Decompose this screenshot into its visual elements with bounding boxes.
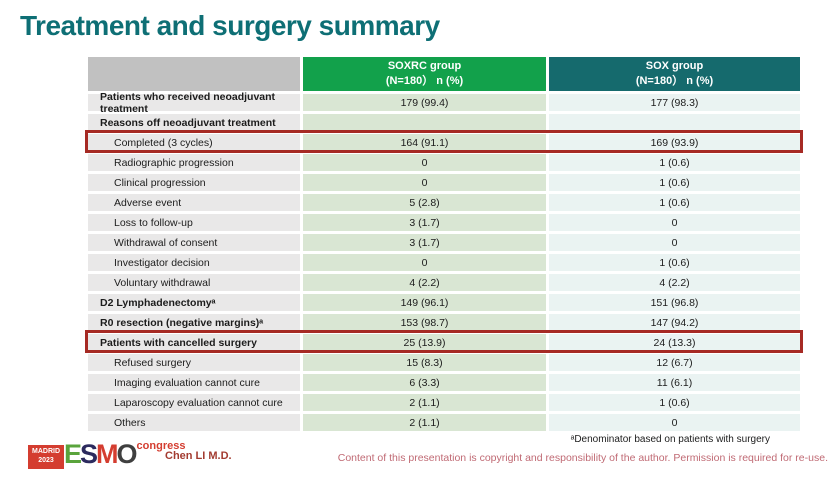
author-name: Chen LI M.D. xyxy=(165,450,232,462)
table-row: D2 Lymphadenectomyᵃ 149 (96.1) 151 (96.8) xyxy=(88,294,800,311)
header-soxrc-group: SOXRC group (N=180） n (%) xyxy=(303,57,546,91)
soxrc-value: 2 (1.1) xyxy=(303,414,546,431)
soxrc-value: 179 (99.4) xyxy=(303,94,546,111)
sox-value: 4 (2.2) xyxy=(549,274,800,291)
row-label: Reasons off neoadjuvant treatment xyxy=(88,114,300,131)
esmo-letter: S xyxy=(80,439,98,469)
table-row: Patients with cancelled surgery 25 (13.9)… xyxy=(85,330,803,353)
treatment-surgery-table: SOXRC group (N=180） n (%) SOX group (N=1… xyxy=(85,57,803,434)
soxrc-value xyxy=(303,114,546,131)
header-sox-group: SOX group (N=180） n (%) xyxy=(549,57,800,91)
table-row: Loss to follow-up 3 (1.7) 0 xyxy=(88,214,800,231)
denominator-footnote: ᵃDenominator based on patients with surg… xyxy=(570,434,770,445)
soxrc-value: 25 (13.9) xyxy=(303,334,546,351)
table-row: Adverse event 5 (2.8) 1 (0.6) xyxy=(88,194,800,211)
table-row: Completed (3 cycles) 164 (91.1) 169 (93.9) xyxy=(85,130,803,153)
row-label: Loss to follow-up xyxy=(88,214,300,231)
sox-value: 151 (96.8) xyxy=(549,294,800,311)
table-row: Laparoscopy evaluation cannot cure 2 (1.1… xyxy=(88,394,800,411)
soxrc-value: 15 (8.3) xyxy=(303,354,546,371)
badge-city: MADRID xyxy=(32,448,60,455)
page-title: Treatment and surgery summary xyxy=(20,10,440,41)
copyright-notice: Content of this presentation is copyrigh… xyxy=(337,452,828,464)
table-row: Clinical progression 0 1 (0.6) xyxy=(88,174,800,191)
table-row: Withdrawal of consent 3 (1.7) 0 xyxy=(88,234,800,251)
sox-value: 24 (13.3) xyxy=(549,334,800,351)
table-row: Investigator decision 0 1 (0.6) xyxy=(88,254,800,271)
esmo-letter: O xyxy=(116,439,138,469)
sox-value: 1 (0.6) xyxy=(549,154,800,171)
table-body: Patients who received neoadjuvant treatm… xyxy=(85,91,803,431)
congress-label: congress xyxy=(136,440,186,452)
sox-value xyxy=(549,114,800,131)
table-header-row: SOXRC group (N=180） n (%) SOX group (N=1… xyxy=(88,57,800,91)
soxrc-value: 0 xyxy=(303,154,546,171)
sox-value: 0 xyxy=(549,414,800,431)
row-label: Refused surgery xyxy=(88,354,300,371)
table-row: Voluntary withdrawal 4 (2.2) 4 (2.2) xyxy=(88,274,800,291)
sox-value: 169 (93.9) xyxy=(549,134,800,151)
sox-value: 1 (0.6) xyxy=(549,194,800,211)
table-row: Others 2 (1.1) 0 xyxy=(88,414,800,431)
row-label: Adverse event xyxy=(88,194,300,211)
row-label: Clinical progression xyxy=(88,174,300,191)
soxrc-value: 3 (1.7) xyxy=(303,214,546,231)
soxrc-value: 2 (1.1) xyxy=(303,394,546,411)
row-label: Investigator decision xyxy=(88,254,300,271)
row-label: Others xyxy=(88,414,300,431)
soxrc-value: 153 (98.7) xyxy=(303,314,546,331)
esmo-letter: E xyxy=(64,439,82,469)
row-label: Imaging evaluation cannot cure xyxy=(88,374,300,391)
sox-value: 1 (0.6) xyxy=(549,394,800,411)
badge-year: 2023 xyxy=(38,456,54,464)
table-row: Patients who received neoadjuvant treatm… xyxy=(88,91,800,115)
esmo-letter: M xyxy=(96,439,118,469)
row-label: R0 resection (negative margins)ᵃ xyxy=(88,314,300,331)
sox-value: 12 (6.7) xyxy=(549,354,800,371)
soxrc-value: 0 xyxy=(303,254,546,271)
row-label: Withdrawal of consent xyxy=(88,234,300,251)
row-label: Voluntary withdrawal xyxy=(88,274,300,291)
row-label: Patients who received neoadjuvant treatm… xyxy=(88,91,300,115)
soxrc-value: 149 (96.1) xyxy=(303,294,546,311)
header-sox-line2: (N=180） n (%) xyxy=(635,75,714,87)
table-row: Imaging evaluation cannot cure 6 (3.3) 11 … xyxy=(88,374,800,391)
soxrc-value: 5 (2.8) xyxy=(303,194,546,211)
esmo-wordmark: ESMO xyxy=(64,439,138,469)
soxrc-value: 4 (2.2) xyxy=(303,274,546,291)
sox-value: 0 xyxy=(549,214,800,231)
table-row: Refused surgery 15 (8.3) 12 (6.7) xyxy=(88,354,800,371)
header-soxrc-line2: (N=180） n (%) xyxy=(385,75,464,87)
row-label: Patients with cancelled surgery xyxy=(88,334,300,351)
header-sox-line1: SOX group xyxy=(645,60,704,73)
sox-value: 177 (98.3) xyxy=(549,94,800,111)
table-row: Radiographic progression 0 1 (0.6) xyxy=(88,154,800,171)
table-row: R0 resection (negative margins)ᵃ 153 (98.… xyxy=(88,314,800,331)
row-label: Laparoscopy evaluation cannot cure xyxy=(88,394,300,411)
row-label: Completed (3 cycles) xyxy=(88,134,300,151)
sox-value: 1 (0.6) xyxy=(549,254,800,271)
row-label: D2 Lymphadenectomyᵃ xyxy=(88,294,300,311)
table-row: Reasons off neoadjuvant treatment xyxy=(88,114,800,131)
sox-value: 1 (0.6) xyxy=(549,174,800,191)
soxrc-value: 0 xyxy=(303,174,546,191)
soxrc-value: 3 (1.7) xyxy=(303,234,546,251)
header-empty-cell xyxy=(88,57,300,91)
soxrc-value: 164 (91.1) xyxy=(303,134,546,151)
sox-value: 11 (6.1) xyxy=(549,374,800,391)
header-soxrc-line1: SOXRC group xyxy=(387,60,462,73)
madrid-2023-badge: MADRID 2023 xyxy=(28,445,64,469)
sox-value: 147 (94.2) xyxy=(549,314,800,331)
esmo-congress-logo: MADRID 2023 ESMO congress xyxy=(28,438,185,472)
soxrc-value: 6 (3.3) xyxy=(303,374,546,391)
sox-value: 0 xyxy=(549,234,800,251)
row-label: Radiographic progression xyxy=(88,154,300,171)
